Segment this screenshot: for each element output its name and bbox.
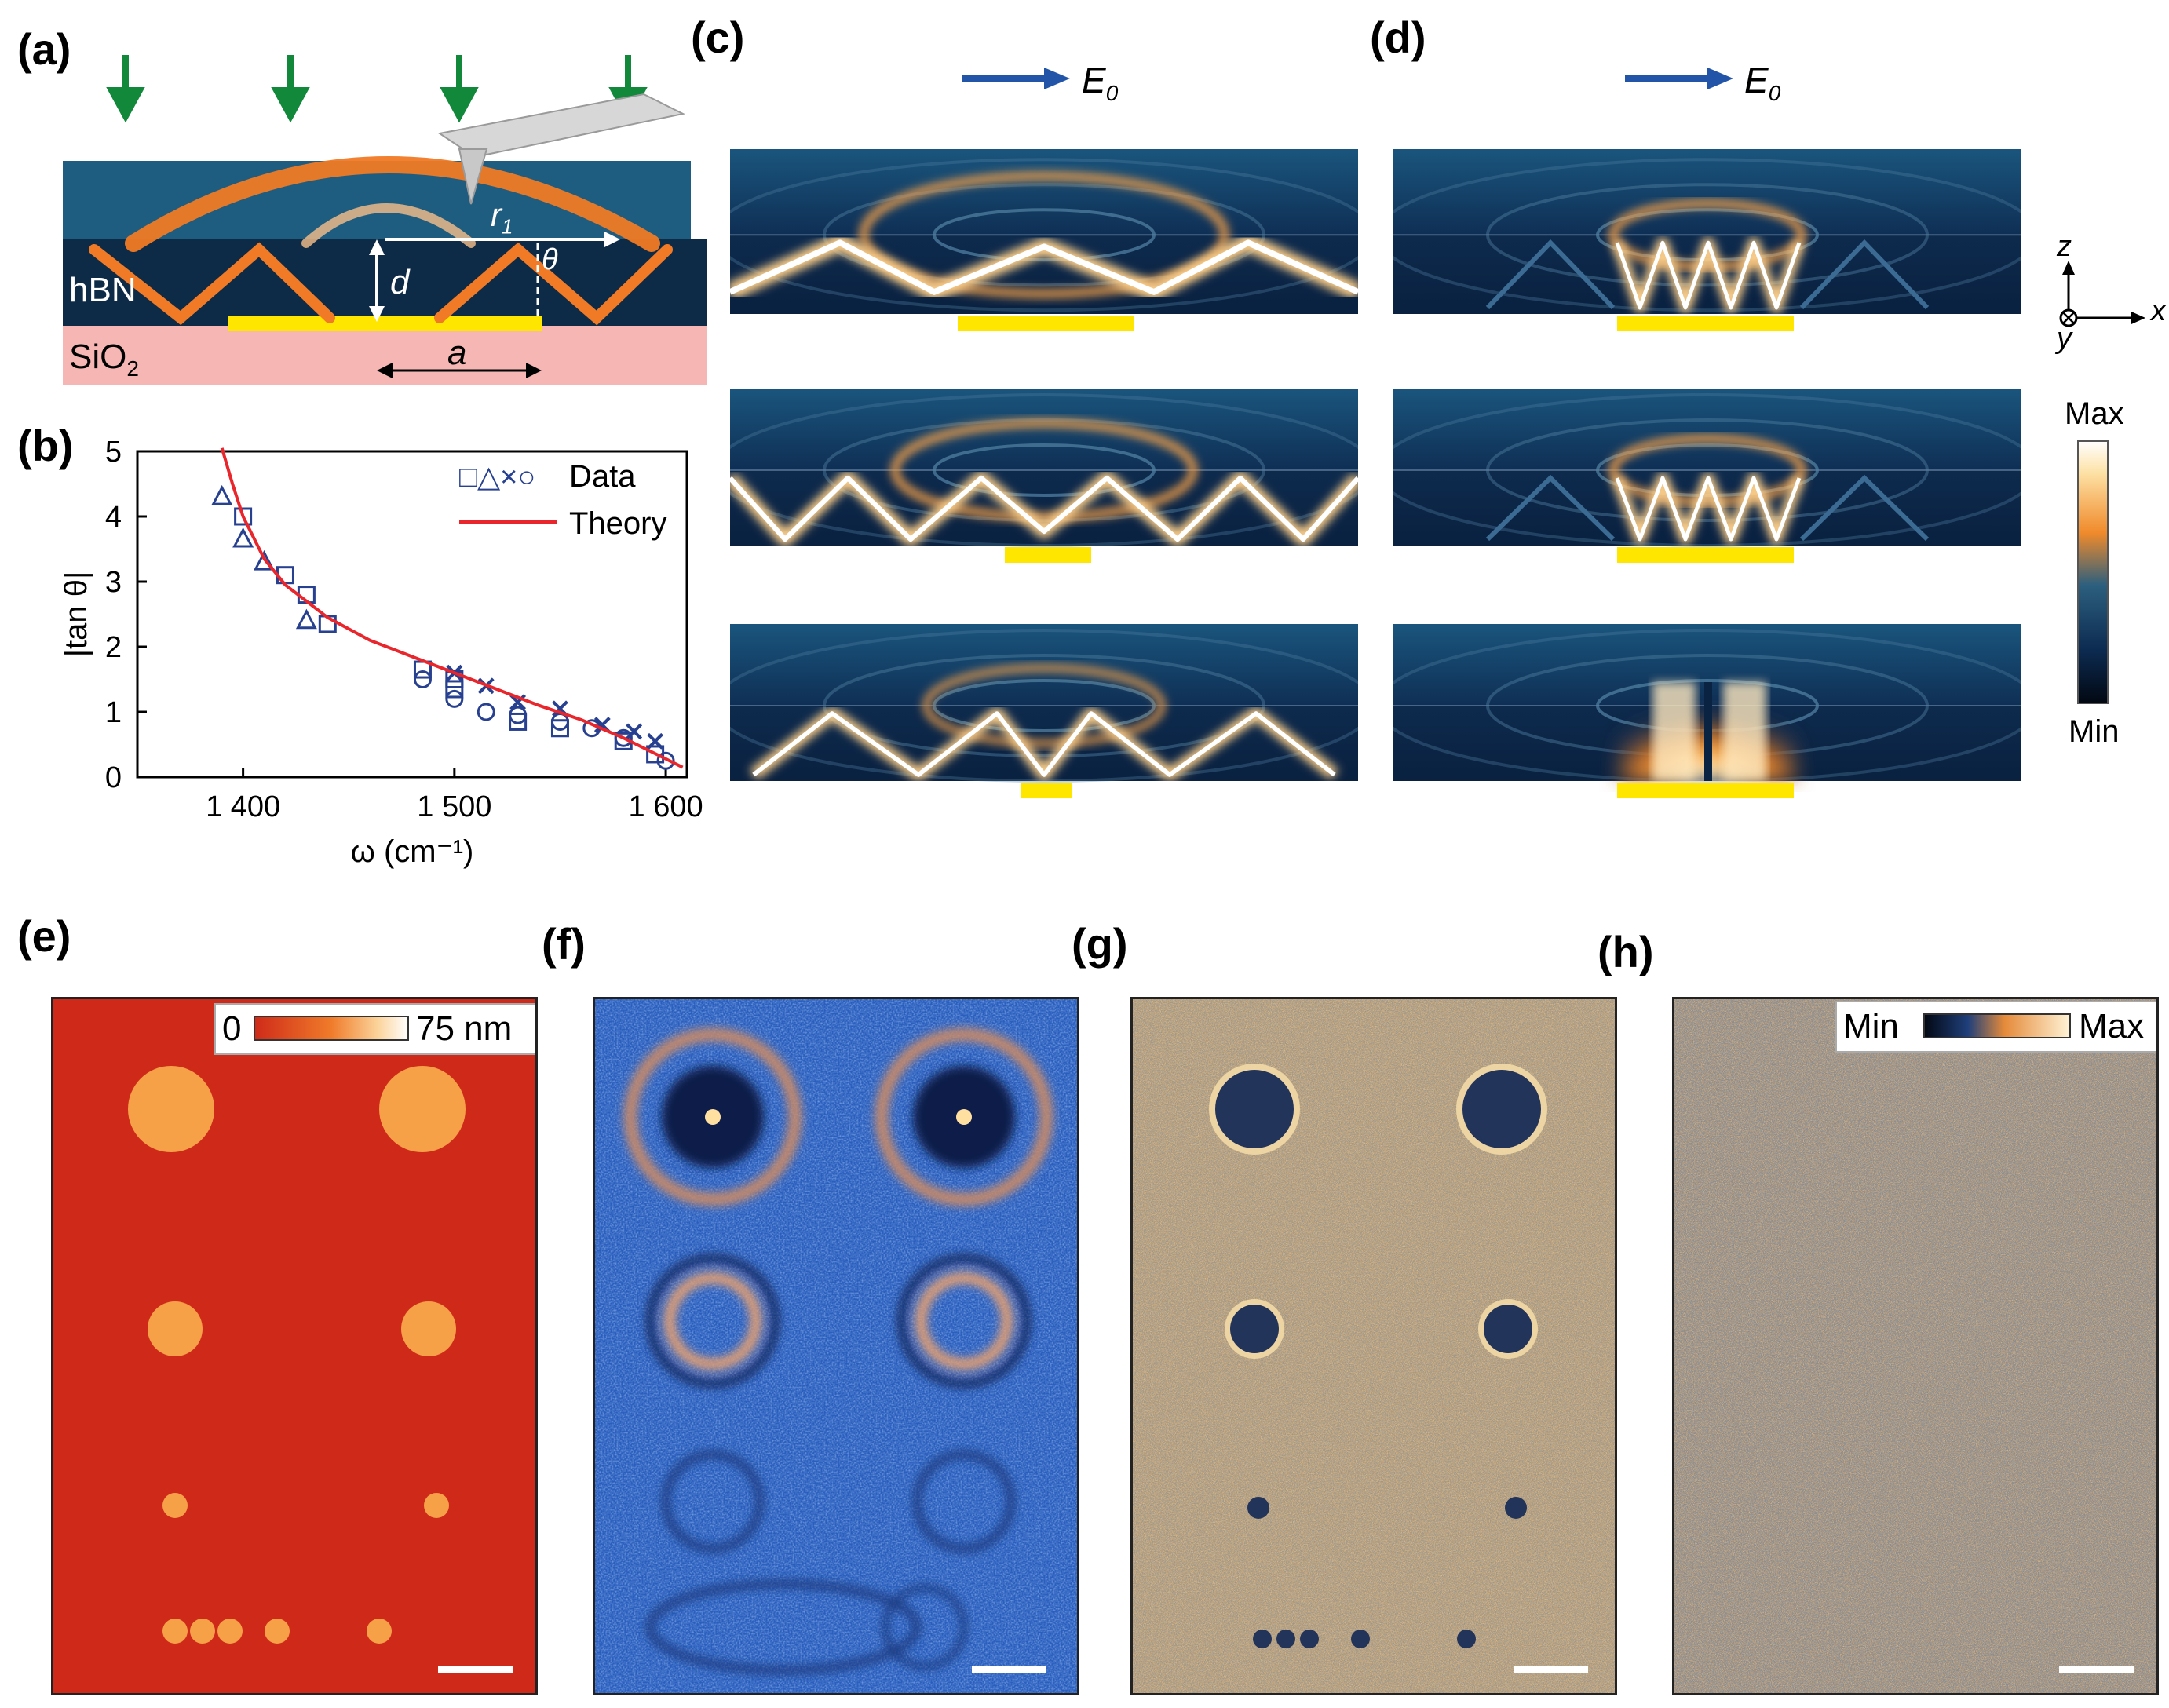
hbn-slab [63,239,707,326]
panel-a-label: (a) [17,24,71,74]
incident-arrows [106,55,648,123]
axis-z-label: z [2057,230,2072,263]
y-tick-label: 2 [105,631,122,664]
sio2-substrate [63,326,707,385]
scale-bar [2059,1666,2134,1673]
panel-c-slab-3 [730,624,1358,798]
data-point-circle [477,703,495,721]
panel-c-field-arrow [962,63,1072,98]
scale-bar [972,1666,1046,1673]
y-tick-label: 1 [105,696,122,729]
y-tick-label: 0 [105,761,122,794]
plot-frame [136,450,688,779]
axes-triad [2059,261,2145,327]
afm-dots [128,1066,513,1673]
colorbar-max-label: Max [2065,396,2124,431]
panel-c-field-label: E0 [1082,60,1119,106]
data-point-square [445,680,464,699]
panel-d-field-label: E0 [1744,60,1781,106]
y-tick-label: 5 [105,436,122,469]
data-point-triangle [254,549,276,571]
panel-h-label: (h) [1598,927,1654,976]
g-holes [1209,1064,1547,1648]
afm-tip [458,148,488,205]
data-point-circle [656,751,675,770]
h-colorbar-box: Min Max [1835,1001,2156,1053]
afm-colorbar [254,1016,409,1041]
y-tick-label: 3 [105,566,122,599]
panel-g-label: (g) [1072,919,1128,969]
afm-scale-min: 0 [222,1009,242,1048]
panel-d-slab-3 [1393,624,2021,798]
panel-h-image: Min Max [1672,997,2159,1695]
h-scale-max: Max [2079,1007,2145,1046]
data-point-square [509,712,528,731]
scale-bar [1514,1666,1588,1673]
panel-e-afm-image: 0 75 nm [51,997,538,1695]
data-point-circle [614,728,633,747]
panel-e-label: (e) [17,911,71,961]
data-point-x [626,723,643,740]
data-point-triangle [211,484,233,505]
colorbar-min-label: Min [2069,714,2120,749]
d-label: d [390,263,410,301]
x-tick-label: 1 600 [629,790,703,823]
panel-d-label: (d) [1370,13,1426,62]
y-axis-label: |tan θ| [59,571,93,658]
panel-g-image [1130,997,1617,1695]
panel-b-chart: 1 400 1 500 1 600 0 1 2 3 4 5 ω (cm⁻¹) |tan θ| □△×○… [59,436,703,869]
panel-c-slab-2 [730,389,1358,563]
x-tick-label: 1 400 [206,790,280,823]
panel-d-slab-1 [1393,149,2021,331]
y-tick-label: 4 [105,501,122,534]
hbn-label: hBN [69,271,137,309]
legend-data-markers: □△×○ [459,461,535,494]
sio2-label: SiO2 [69,338,139,381]
scale-bar [438,1666,513,1673]
theta-label: θ [542,243,558,276]
afm-tip-cantilever [437,93,686,159]
data-point-circle [413,670,432,688]
x-axis-label: ω (cm⁻¹) [351,834,474,869]
x-tick-label: 1 500 [417,790,491,823]
afm-colorbar-box: 0 75 nm [214,1003,535,1055]
data-point-triangle [232,527,254,548]
data-point-square [234,507,253,526]
panel-d-slab-2 [1393,389,2021,563]
panel-f-nearfield-image [593,997,1079,1695]
panel-f-label: (f) [542,919,586,969]
h-colorbar [1923,1013,2071,1038]
axis-y-label: y [2057,322,2072,355]
data-point-circle [550,712,569,731]
data-point-square [276,566,294,585]
panel-c-label: (c) [691,13,745,62]
panel-b-label: (b) [17,421,74,470]
polariton-rays [89,156,673,326]
data-point-circle [509,706,528,724]
panel-a-schematic [63,55,707,385]
colorbar [2077,440,2109,704]
data-point-triangle [295,608,317,630]
theory-line [220,447,684,769]
panel-c-slab-1 [730,149,1358,331]
data-point-circle [445,689,464,708]
axis-x-label: x [2151,294,2166,327]
legend-data-label: Data [569,459,636,494]
a-label: a [447,334,467,372]
r1-label: r1 [491,196,513,239]
data-point-x [647,732,664,750]
data-point-square [550,719,569,738]
gold-disk [228,316,542,331]
h-scale-min: Min [1843,1007,1899,1046]
legend-theory-label: Theory [569,506,667,541]
afm-scale-max: 75 nm [416,1009,513,1048]
panel-d-field-arrow [1625,63,1735,98]
